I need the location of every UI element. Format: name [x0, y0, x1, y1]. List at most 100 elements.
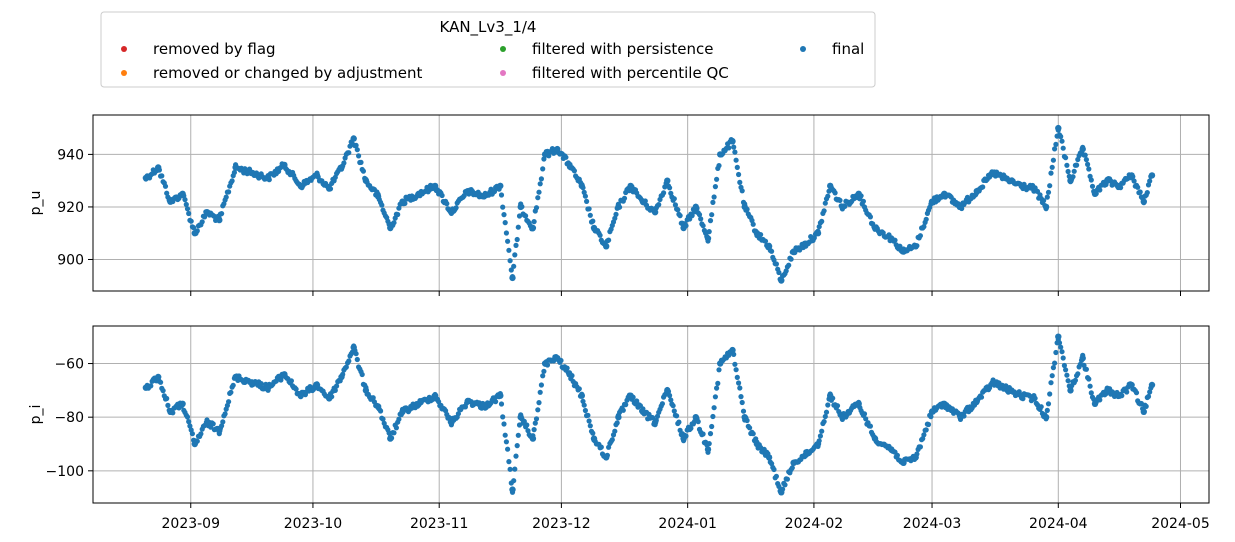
- data-trace-dot: [159, 173, 165, 179]
- data-trace-dot: [612, 428, 618, 434]
- data-trace-dot: [507, 466, 513, 472]
- data-point: [448, 209, 455, 216]
- data-trace-dot: [1060, 355, 1066, 361]
- data-trace-dot: [867, 214, 874, 220]
- data-trace-dot: [822, 413, 828, 420]
- data-point: [741, 414, 748, 421]
- data-trace-dot: [199, 219, 205, 225]
- data-trace-dot: [231, 169, 237, 176]
- data-trace-dot: [532, 420, 538, 426]
- data-trace-dot: [564, 365, 570, 371]
- data-trace-dot: [623, 402, 629, 408]
- data-trace-dot: [716, 367, 722, 373]
- data-trace-dot: [531, 427, 537, 433]
- legend-marker-2: [500, 46, 506, 52]
- data-point: [464, 188, 471, 195]
- data-point: [179, 190, 186, 197]
- x-tick-labels: 2023-09 2023-10 2023-11 2023-12 2024-01 2024-…: [162, 516, 1210, 532]
- data-point: [615, 203, 622, 211]
- data-trace-dot: [541, 368, 547, 374]
- data-trace-dot: [210, 421, 216, 427]
- data-trace-dot: [511, 263, 517, 269]
- data-trace-dot: [783, 268, 789, 274]
- x-tick-label: 2024-02: [785, 516, 844, 532]
- data-point: [1042, 414, 1050, 421]
- data-trace-dot: [726, 145, 732, 151]
- data-trace-dot: [1060, 145, 1066, 151]
- data-point: [517, 414, 524, 421]
- data-trace-dot: [923, 216, 929, 222]
- data-trace-dot: [160, 388, 166, 394]
- data-point: [1148, 381, 1156, 389]
- data-trace-dot: [1137, 189, 1143, 195]
- data-trace-dot: [455, 411, 461, 417]
- data-point: [1018, 392, 1025, 399]
- data-trace-dot: [675, 207, 681, 213]
- data-point: [232, 373, 239, 381]
- data-point: [191, 440, 198, 448]
- legend-label-1: removed or changed by adjustment: [153, 64, 422, 82]
- data-point: [989, 169, 997, 176]
- data-point: [900, 248, 907, 255]
- data-trace-dot: [709, 423, 715, 430]
- data-trace-dot: [700, 223, 706, 229]
- data-point: [615, 414, 622, 421]
- data-trace-dot: [696, 212, 703, 218]
- data-trace-dot: [817, 433, 824, 439]
- data-trace-dot: [391, 430, 397, 436]
- data-trace-dot: [498, 192, 505, 198]
- data-trace-dot: [667, 392, 673, 399]
- data-trace-dot: [1044, 407, 1050, 413]
- data-trace-dot: [711, 194, 717, 200]
- data-point: [387, 435, 394, 442]
- data-point: [729, 138, 736, 145]
- data-trace-dot: [223, 194, 229, 200]
- data-trace-dot: [825, 193, 831, 199]
- data-point: [313, 172, 321, 179]
- data-trace-dot: [571, 168, 578, 174]
- legend-entry-1: removed or changed by adjustment: [121, 64, 422, 82]
- data-trace-dot: [356, 153, 362, 159]
- data-trace-dot: [750, 221, 756, 227]
- data-trace-dot: [739, 399, 745, 406]
- data-trace-dot: [186, 210, 192, 217]
- axes-frame: [92, 114, 1210, 292]
- data-trace-dot: [1097, 397, 1103, 403]
- data-point: [281, 371, 288, 378]
- data-trace-dot: [370, 395, 376, 401]
- data-point: [639, 198, 647, 205]
- data-point: [541, 151, 549, 158]
- data-trace-dot: [184, 414, 191, 420]
- data-point: [1006, 177, 1013, 184]
- data-trace-dot: [837, 197, 843, 203]
- data-trace-dot: [1063, 367, 1069, 373]
- data-trace-dot: [672, 202, 679, 208]
- data-point: [1104, 177, 1111, 184]
- y-tick-label: 940: [57, 147, 84, 163]
- data-trace-dot: [395, 211, 401, 218]
- data-trace-dot: [533, 416, 540, 422]
- data-trace-dot: [584, 198, 590, 204]
- data-trace-dot: [656, 202, 662, 208]
- data-point: [912, 454, 919, 461]
- data-trace-dot: [586, 418, 592, 424]
- data-trace-dot: [819, 428, 825, 434]
- y-tick-label: −60: [54, 357, 84, 373]
- data-trace-dot: [590, 218, 596, 224]
- data-trace-dot: [346, 150, 352, 156]
- data-point: [203, 419, 211, 426]
- data-trace-dot: [508, 267, 514, 273]
- data-trace-dot: [334, 383, 340, 389]
- y-tick-label: −80: [54, 410, 84, 426]
- data-point: [664, 177, 671, 184]
- data-trace-dot: [228, 389, 234, 395]
- data-trace-dot: [921, 224, 927, 230]
- data-trace-dot: [819, 218, 825, 224]
- data-trace-dot: [671, 408, 677, 414]
- data-trace-dot: [715, 380, 721, 386]
- data-point: [1091, 190, 1099, 197]
- data-trace-dot: [670, 403, 676, 409]
- data-point: [928, 198, 936, 205]
- data-trace-dot: [716, 163, 722, 169]
